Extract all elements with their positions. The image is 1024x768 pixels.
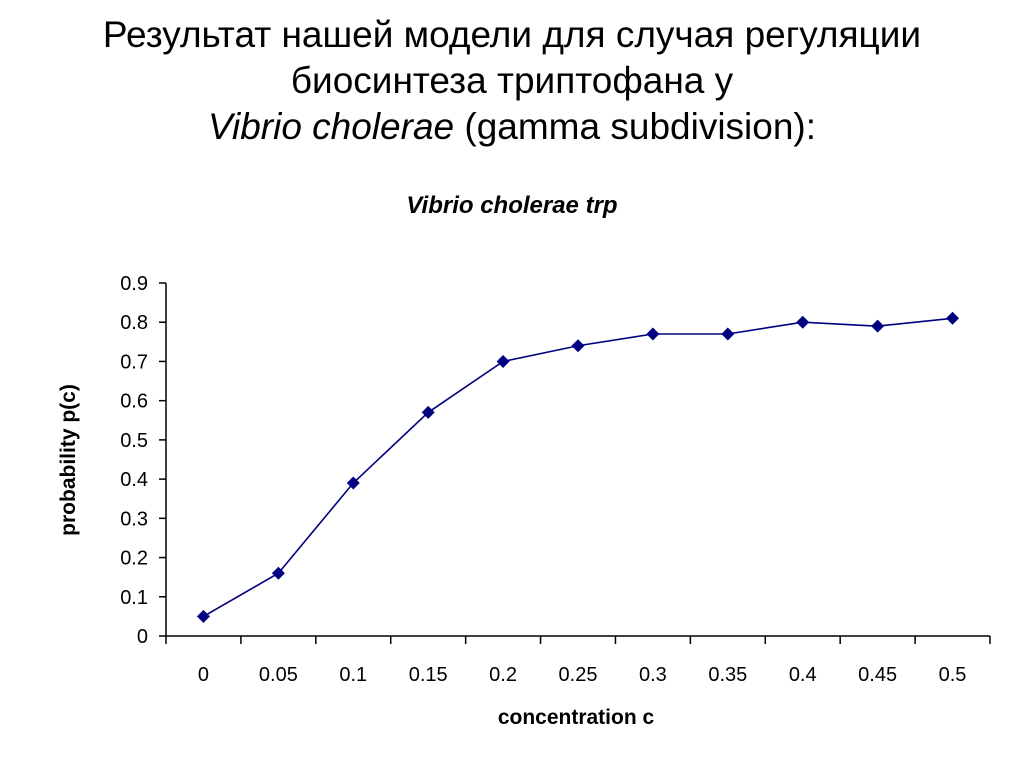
data-point-marker	[346, 476, 360, 490]
y-tick-label: 0.3	[120, 508, 148, 530]
x-tick-label: 0.4	[789, 664, 817, 686]
data-point-marker	[946, 311, 960, 325]
data-point-marker	[721, 327, 735, 341]
x-tick-label: 0.15	[409, 664, 448, 686]
y-axis: 0 0.1 0.2 0.3 0.4 0.5 0.6 0.7 0.8 0.9	[120, 273, 167, 648]
x-tick-label: 0.35	[708, 664, 747, 686]
y-tick-label: 0.1	[120, 587, 148, 609]
y-tick-label: 0	[137, 626, 148, 648]
data-point-marker	[571, 339, 585, 353]
x-tick-label: 0.25	[559, 664, 598, 686]
y-tick-label: 0.4	[120, 469, 148, 491]
data-point-marker	[496, 354, 510, 368]
x-axis: 0 0.05 0.1 0.15 0.2 0.25 0.3 0.35 0.4 0.45 0.5	[165, 635, 991, 686]
x-tick-label: 0.45	[858, 664, 897, 686]
x-tick-label: 0.2	[489, 664, 517, 686]
x-axis-title: concentration c	[498, 706, 655, 729]
x-tick-label: 0.3	[639, 664, 667, 686]
y-tick-label: 0.6	[120, 391, 148, 413]
x-tick-label: 0	[198, 664, 209, 686]
y-axis-title: probability p(c)	[57, 384, 80, 536]
y-tick-label: 0.5	[120, 430, 148, 452]
data-point-marker	[271, 566, 285, 580]
data-point-marker	[196, 609, 210, 623]
series	[196, 311, 960, 623]
y-tick-label: 0.7	[120, 351, 148, 373]
x-tick-label: 0.1	[339, 664, 367, 686]
x-tick-label: 0.5	[939, 664, 967, 686]
chart-title: Vibrio cholerae trp	[406, 192, 618, 219]
data-point-marker	[796, 315, 810, 329]
y-tick-label: 0.8	[120, 312, 148, 334]
slide-title: Результат нашей модели для случая регуля…	[0, 12, 1024, 150]
species-name: Vibrio cholerae	[207, 106, 455, 147]
y-tick-label: 0.2	[120, 548, 148, 570]
x-tick-label: 0.05	[259, 664, 298, 686]
slide-title-line-2: биосинтеза триптофана у	[290, 60, 734, 101]
data-point-marker	[646, 327, 660, 341]
slide-title-line-3: Vibrio cholerae (gamma subdivision):	[0, 104, 1024, 150]
subdivision-text: (gamma subdivision):	[454, 106, 817, 147]
series-line	[203, 317, 953, 618]
y-tick-label: 0.9	[120, 273, 148, 295]
data-point-marker	[421, 405, 435, 419]
data-point-marker	[871, 319, 885, 333]
slide-title-line-1: Результат нашей модели для случая регуля…	[102, 14, 922, 55]
